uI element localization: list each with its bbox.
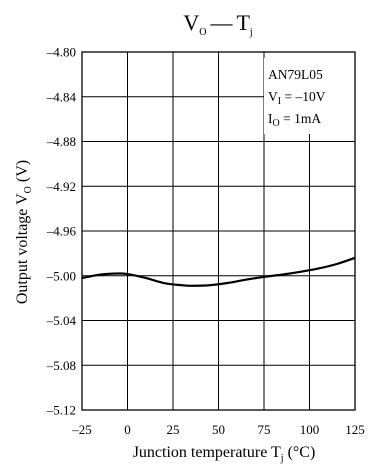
y-tick-label: –4.80 xyxy=(46,45,76,60)
annotation-device: AN79L05 xyxy=(268,67,323,82)
x-tick-label: 50 xyxy=(212,422,225,437)
y-tick-label: –5.12 xyxy=(46,403,76,418)
plot-frame xyxy=(81,51,356,411)
y-tick-labels: –5.12 –5.08 –5.04 –5.00 –4.96 –4.92 –4.88 –4.84… xyxy=(46,45,77,418)
y-tick-label: –4.88 xyxy=(46,134,76,149)
annotation-box xyxy=(264,58,354,134)
series-line xyxy=(81,256,356,287)
x-tick-label: 75 xyxy=(258,422,271,437)
y-tick-label: –4.84 xyxy=(46,89,77,104)
x-tick-label: 25 xyxy=(167,422,180,437)
y-tick-label: –4.96 xyxy=(46,224,77,239)
y-axis-title: Output voltage VO (V) xyxy=(14,160,34,304)
annotation-input-voltage: VI = –10V xyxy=(268,89,326,107)
annotation-output-current: IO = 1mA xyxy=(268,111,321,129)
x-tick-label: 125 xyxy=(345,422,365,437)
chart-title: VO — Tj xyxy=(183,10,252,38)
x-tick-label: 0 xyxy=(124,422,131,437)
x-axis-title: Junction temperature Tj (°C) xyxy=(133,444,316,464)
x-tick-labels: –25 0 25 50 75 100 125 xyxy=(71,422,365,437)
y-tick-label: –5.08 xyxy=(46,358,76,373)
y-tick-label: –4.92 xyxy=(46,179,76,194)
x-tick-label: 100 xyxy=(300,422,320,437)
x-tick-label: –25 xyxy=(71,422,92,437)
y-tick-label: –5.04 xyxy=(46,313,77,328)
y-tick-label: –5.00 xyxy=(46,268,76,283)
